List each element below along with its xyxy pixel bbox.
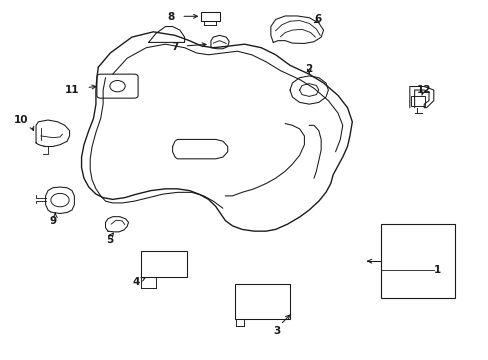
Text: 6: 6 <box>313 14 321 24</box>
Text: 7: 7 <box>171 42 178 52</box>
Text: 1: 1 <box>433 265 440 275</box>
Text: 10: 10 <box>13 115 28 125</box>
Text: 3: 3 <box>273 326 280 336</box>
Text: 5: 5 <box>105 235 113 245</box>
Text: 9: 9 <box>49 216 56 226</box>
Bar <box>141 251 186 277</box>
Text: 4: 4 <box>133 277 140 287</box>
Text: 8: 8 <box>167 12 175 22</box>
Bar <box>234 284 289 319</box>
Text: 12: 12 <box>416 85 430 95</box>
Text: 11: 11 <box>64 85 79 95</box>
Bar <box>380 224 454 298</box>
Bar <box>410 96 424 106</box>
Bar <box>201 12 219 21</box>
Text: 2: 2 <box>305 64 312 74</box>
